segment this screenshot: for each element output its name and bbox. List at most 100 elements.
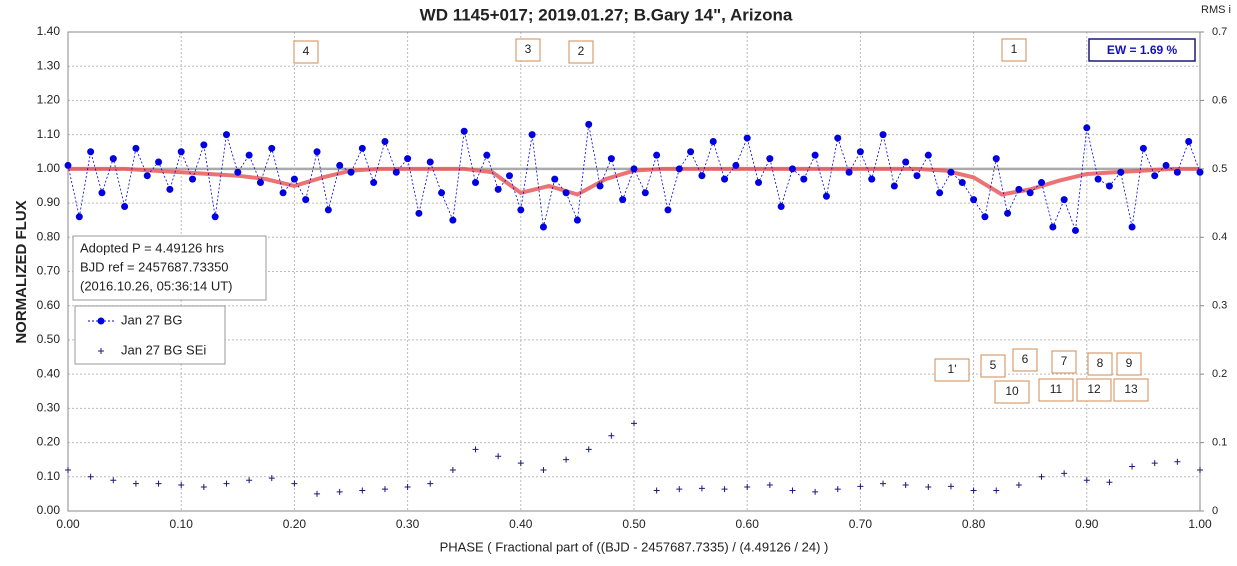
- data-point: [766, 481, 773, 488]
- data-point: [1026, 189, 1034, 197]
- data-point: [200, 484, 207, 491]
- data-point: [970, 196, 978, 204]
- data-point: [664, 206, 672, 214]
- data-point: [246, 477, 253, 484]
- data-point: [789, 487, 796, 494]
- annotation-label: 10: [1005, 384, 1019, 398]
- legend-label: Jan 27 BG: [121, 312, 182, 327]
- data-point: [619, 196, 627, 204]
- data-point: [268, 475, 275, 482]
- data-point: [472, 446, 479, 453]
- data-point: [924, 151, 932, 159]
- annotation-box: [1001, 38, 1027, 62]
- x-tick-label: 0.90: [1075, 517, 1099, 531]
- data-point: [200, 141, 208, 149]
- data-point: [1071, 226, 1079, 234]
- data-point: [902, 481, 909, 488]
- data-point: [1038, 179, 1046, 187]
- data-point: [256, 179, 264, 187]
- data-point: [177, 148, 185, 156]
- data-point: [788, 165, 796, 173]
- annotation-label: 7: [1061, 354, 1068, 368]
- annotation-label: 1: [1011, 42, 1018, 56]
- data-point: [653, 487, 660, 494]
- data-point: [732, 161, 740, 169]
- plot-frame: [67, 31, 1201, 512]
- data-point: [132, 480, 139, 487]
- data-point: [573, 216, 581, 224]
- y-tick-label: 0.50: [37, 332, 61, 346]
- y-tick-label: 0.00: [37, 503, 61, 517]
- data-point: [777, 202, 785, 210]
- data-point: [222, 131, 230, 139]
- annotation-box: [1113, 378, 1149, 402]
- data-point: [1151, 172, 1159, 180]
- data-point: [143, 172, 151, 180]
- data-point: [1061, 470, 1068, 477]
- data-point: [890, 182, 898, 190]
- data-point: [755, 179, 763, 187]
- data-point: [1060, 196, 1068, 204]
- data-point: [947, 483, 954, 490]
- data-point: [460, 127, 468, 135]
- data-point: [1129, 463, 1136, 470]
- annotation-box: [293, 40, 319, 64]
- x-axis-label: PHASE ( Fractional part of ((BJD - 24576…: [440, 539, 829, 554]
- data-point: [857, 483, 864, 490]
- data-point: [517, 460, 524, 467]
- y-tick-label: 1.10: [37, 127, 61, 141]
- data-point: [868, 175, 876, 183]
- y-tick-label: 0.60: [37, 298, 61, 312]
- data-point: [1185, 137, 1193, 145]
- data-point: [302, 196, 310, 204]
- data-point: [721, 175, 729, 183]
- data-point: [1083, 124, 1091, 132]
- data-point: [607, 155, 615, 163]
- annotation-box: [515, 38, 541, 62]
- data-point: [211, 213, 219, 221]
- annotation-box: [980, 354, 1006, 378]
- data-point: [291, 480, 298, 487]
- data-point: [234, 168, 242, 176]
- x-tick-label: 0.00: [56, 517, 80, 531]
- data-point: [166, 185, 174, 193]
- y2-tick-label: 0.6: [1212, 94, 1227, 106]
- x-tick-label: 0.30: [396, 517, 420, 531]
- data-point: [563, 456, 570, 463]
- data-point: [189, 175, 197, 183]
- data-point: [1083, 477, 1090, 484]
- data-point: [1162, 161, 1170, 169]
- data-point: [313, 148, 321, 156]
- data-point: [744, 484, 751, 491]
- data-point: [438, 189, 446, 197]
- y2-tick-label: 0.3: [1212, 300, 1227, 312]
- ew-label: EW = 1.69 %: [1107, 43, 1178, 57]
- data-point: [314, 490, 321, 497]
- data-point: [958, 179, 966, 187]
- data-point: [449, 216, 457, 224]
- data-point: [981, 213, 989, 221]
- x-tick-label: 0.80: [962, 517, 986, 531]
- data-point: [856, 148, 864, 156]
- data-point: [494, 185, 502, 193]
- y2-tick-label: 0: [1212, 505, 1218, 517]
- annotation-label: 12: [1087, 382, 1101, 396]
- y2-tick-label: 0.5: [1212, 163, 1227, 175]
- data-point: [279, 189, 287, 197]
- data-point: [811, 151, 819, 159]
- legend-marker: [98, 348, 104, 354]
- data-point: [370, 179, 378, 187]
- data-point: [630, 165, 638, 173]
- data-point: [404, 155, 412, 163]
- data-point: [1174, 458, 1181, 465]
- data-point: [1015, 481, 1022, 488]
- data-point: [551, 175, 559, 183]
- data-point: [1106, 479, 1113, 486]
- annotation-label: 2: [578, 44, 585, 58]
- data-point: [336, 161, 344, 169]
- y-tick-label: 1.40: [37, 24, 61, 38]
- annotation-box: [1012, 348, 1038, 372]
- data-point: [65, 466, 71, 473]
- data-point: [698, 172, 706, 180]
